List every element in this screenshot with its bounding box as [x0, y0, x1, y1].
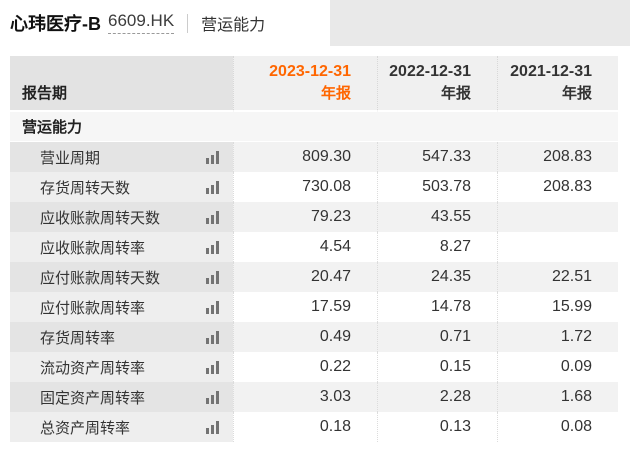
column-header-2023-12-31[interactable]: 2023-12-31 年报	[233, 56, 377, 112]
title-divider	[187, 13, 189, 33]
bar-chart-icon[interactable]	[206, 240, 219, 254]
row-label: 应付账款周转天数	[40, 269, 161, 287]
row-label: 总资产周转率	[40, 419, 131, 437]
bar-chart-icon[interactable]	[206, 300, 219, 314]
value-2023: 0.49	[233, 322, 377, 352]
value-2022: 0.15	[377, 352, 497, 382]
table-row: 存货周转天数 730.08 503.78 208.83	[10, 172, 618, 202]
value-2022: 14.78	[377, 292, 497, 322]
value-2022: 8.27	[377, 232, 497, 262]
value-2023: 20.47	[233, 262, 377, 292]
row-label: 存货周转率	[40, 329, 116, 347]
column-header-2021-12-31[interactable]: 2021-12-31 年报	[497, 56, 618, 112]
value-2021: 208.83	[497, 172, 618, 202]
table-row: 应收账款周转天数 79.23 43.55	[10, 202, 618, 232]
row-label: 应收账款周转天数	[40, 209, 161, 227]
column-report-type: 年报	[320, 85, 351, 102]
bar-chart-icon[interactable]	[206, 420, 219, 434]
value-2022: 24.35	[377, 262, 497, 292]
column-report-type: 年报	[440, 85, 471, 102]
bar-chart-icon[interactable]	[206, 390, 219, 404]
table-row: 存货周转率 0.49 0.71 1.72	[10, 322, 618, 352]
value-2022: 503.78	[377, 172, 497, 202]
value-2021: 22.51	[497, 262, 618, 292]
bar-chart-icon[interactable]	[206, 360, 219, 374]
column-date: 2021-12-31	[510, 63, 592, 80]
value-2023: 4.54	[233, 232, 377, 262]
value-2021: 0.08	[497, 412, 618, 442]
table-body: 营业周期 809.30 547.33 208.83 存货周转天数 730.08 …	[10, 142, 618, 442]
bar-chart-icon[interactable]	[206, 330, 219, 344]
value-2023: 79.23	[233, 202, 377, 232]
column-report-type: 年报	[561, 85, 592, 102]
operating-capability-table: 报告期 2023-12-31 年报 2022-12-31 年报 2021-12-…	[10, 56, 618, 442]
stock-name: 心玮医疗-B	[10, 14, 101, 34]
value-2021	[497, 232, 618, 262]
value-2022: 0.71	[377, 322, 497, 352]
value-2021: 1.72	[497, 322, 618, 352]
value-2023: 0.18	[233, 412, 377, 442]
value-2023: 809.30	[233, 142, 377, 172]
table-row: 流动资产周转率 0.22 0.15 0.09	[10, 352, 618, 382]
table-row: 应收账款周转率 4.54 8.27	[10, 232, 618, 262]
stock-code-link[interactable]: 6609.HK	[108, 11, 175, 34]
value-2022: 43.55	[377, 202, 497, 232]
table-row: 总资产周转率 0.18 0.13 0.08	[10, 412, 618, 442]
value-2021	[497, 202, 618, 232]
table-row: 营业周期 809.30 547.33 208.83	[10, 142, 618, 172]
row-label: 应收账款周转率	[40, 239, 146, 257]
value-2022: 0.13	[377, 412, 497, 442]
value-2022: 547.33	[377, 142, 497, 172]
table-row: 固定资产周转率 3.03 2.28 1.68	[10, 382, 618, 412]
value-2023: 17.59	[233, 292, 377, 322]
report-period-header: 报告期	[10, 56, 233, 112]
value-2021: 1.68	[497, 382, 618, 412]
bar-chart-icon[interactable]	[206, 150, 219, 164]
bar-chart-icon[interactable]	[206, 210, 219, 224]
row-label: 流动资产周转率	[40, 359, 146, 377]
bar-chart-icon[interactable]	[206, 270, 219, 284]
value-2023: 730.08	[233, 172, 377, 202]
value-2023: 0.22	[233, 352, 377, 382]
column-header-2022-12-31[interactable]: 2022-12-31 年报	[377, 56, 497, 112]
row-label: 固定资产周转率	[40, 389, 146, 407]
table-row: 应付账款周转天数 20.47 24.35 22.51	[10, 262, 618, 292]
table-header-row: 报告期 2023-12-31 年报 2022-12-31 年报 2021-12-…	[10, 56, 618, 112]
value-2023: 3.03	[233, 382, 377, 412]
row-label: 营业周期	[40, 149, 101, 167]
table-row: 应付账款周转率 17.59 14.78 15.99	[10, 292, 618, 322]
column-date: 2023-12-31	[269, 63, 351, 80]
page-title: 营运能力	[201, 17, 266, 34]
top-right-gray-panel	[330, 0, 630, 46]
column-date: 2022-12-31	[389, 63, 471, 80]
bar-chart-icon[interactable]	[206, 180, 219, 194]
value-2021: 208.83	[497, 142, 618, 172]
value-2021: 0.09	[497, 352, 618, 382]
stock-header: 心玮医疗-B 6609.HK 营运能力	[10, 0, 265, 46]
value-2022: 2.28	[377, 382, 497, 412]
row-label: 存货周转天数	[40, 179, 131, 197]
value-2021: 15.99	[497, 292, 618, 322]
section-header-operating-capability: 营运能力	[10, 112, 618, 142]
row-label: 应付账款周转率	[40, 299, 146, 317]
